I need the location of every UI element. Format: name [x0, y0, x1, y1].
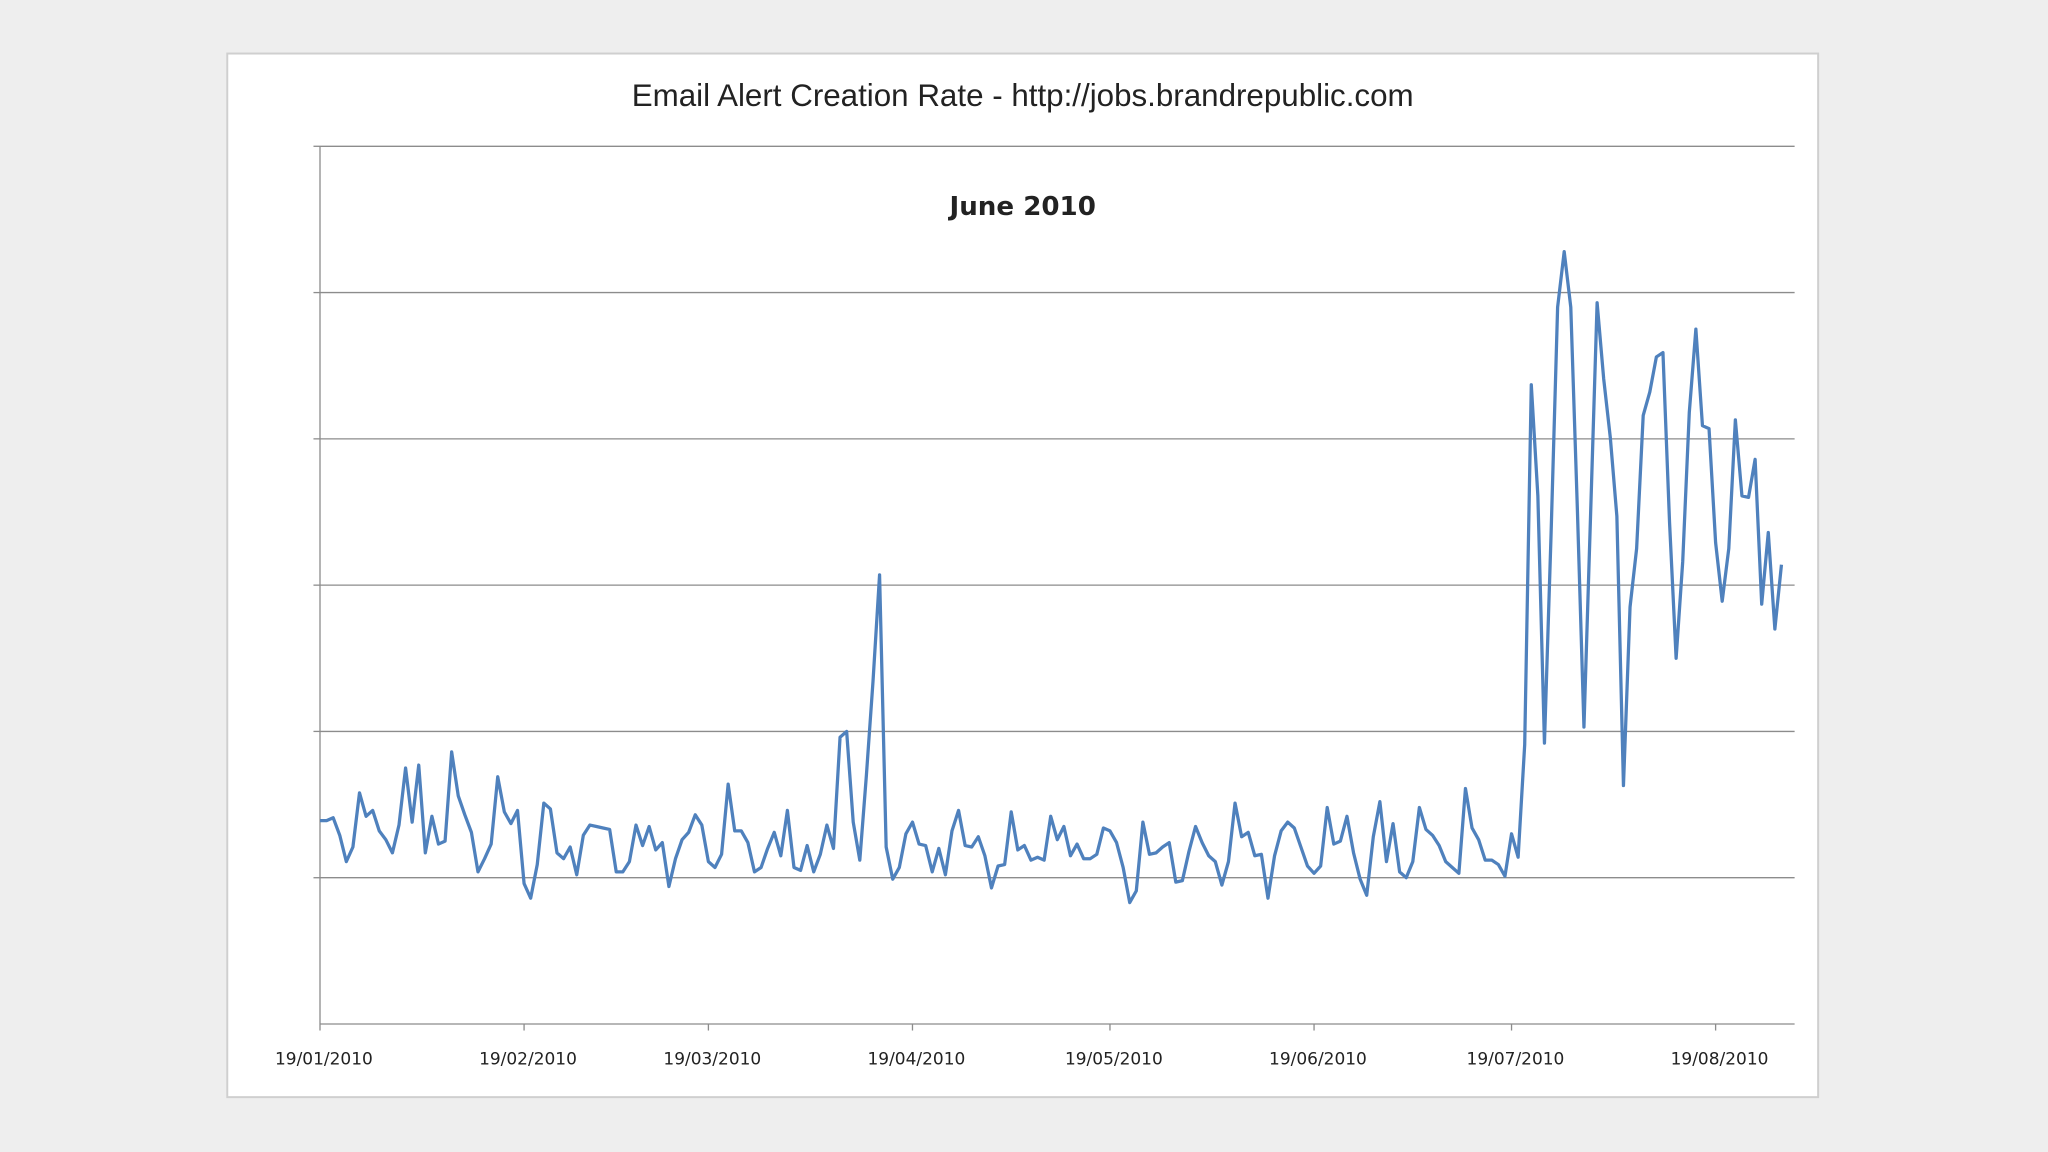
- data-line: [320, 249, 1784, 905]
- x-tick-label: 19/06/2010: [1269, 1049, 1367, 1069]
- x-tick-label: 19/04/2010: [867, 1049, 965, 1069]
- chart-title: Email Alert Creation Rate - http://jobs.…: [632, 78, 1414, 113]
- x-tick-label: 19/02/2010: [479, 1049, 577, 1069]
- chart-frame: [226, 52, 1820, 1099]
- x-tick-label: 19/08/2010: [1671, 1049, 1769, 1069]
- x-tick-label: 19/03/2010: [663, 1049, 761, 1069]
- x-tick-label: 19/01/2010: [275, 1049, 373, 1069]
- chart-subtitle: June 2010: [948, 192, 1096, 222]
- x-tick-label: 19/07/2010: [1467, 1049, 1565, 1069]
- x-tick-label: 19/05/2010: [1065, 1049, 1163, 1069]
